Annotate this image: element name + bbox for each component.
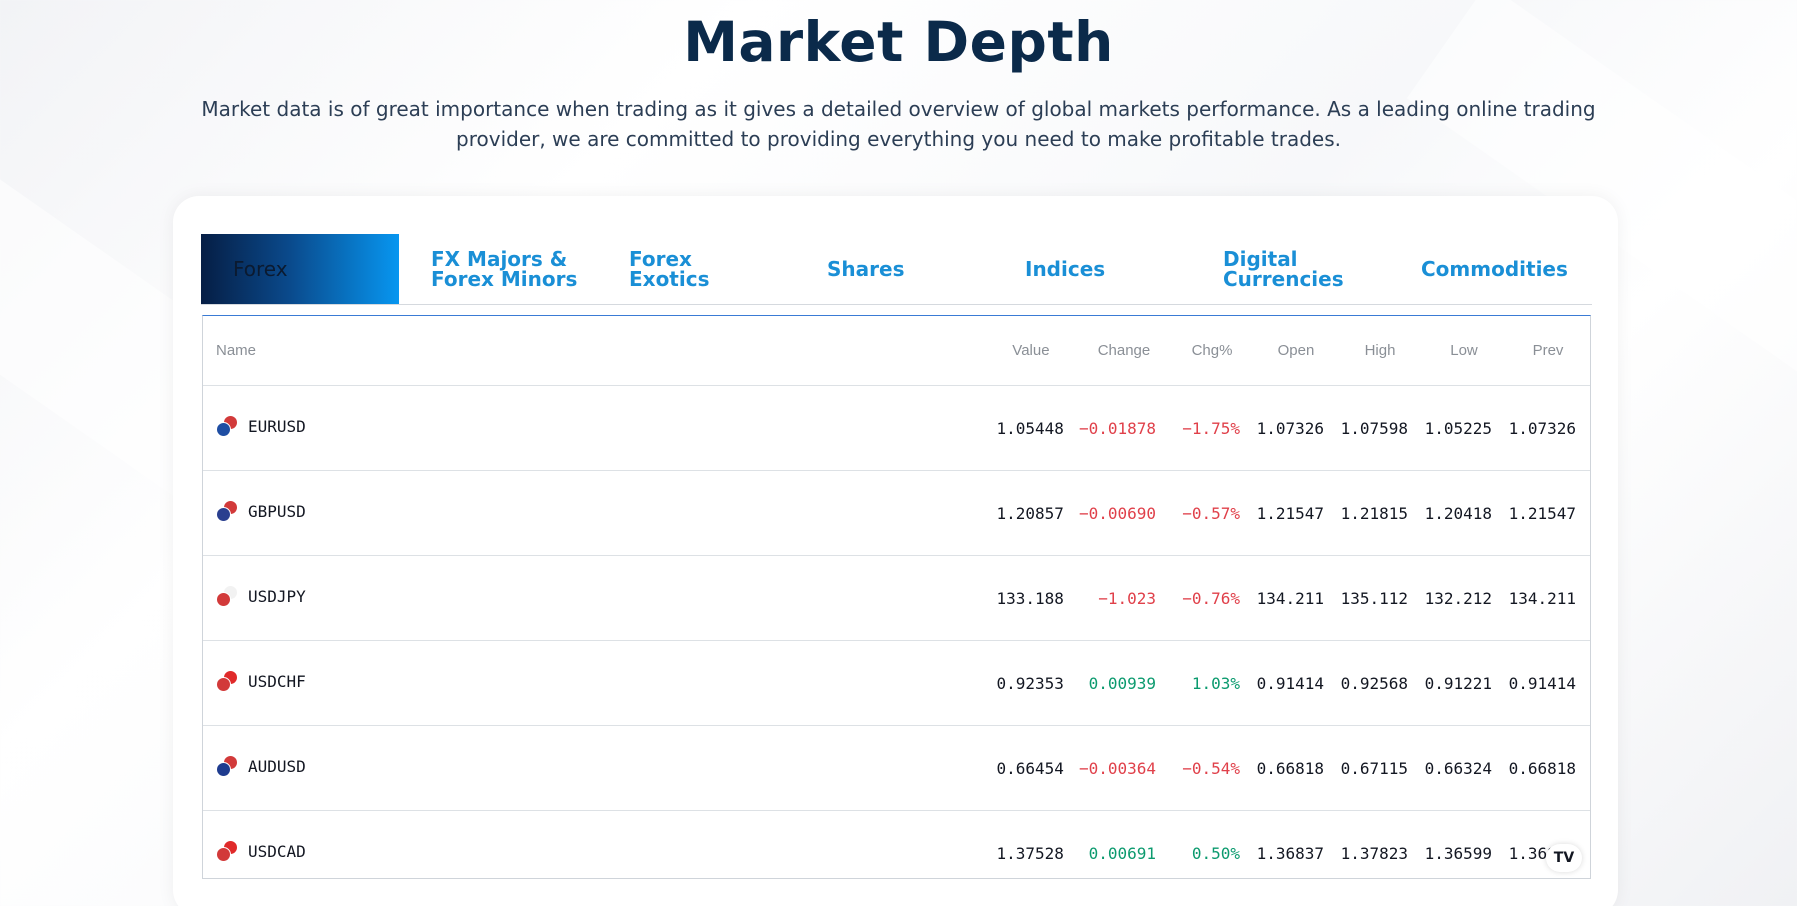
page-description: Market data is of great importance when … xyxy=(201,97,1596,151)
column-value: Value xyxy=(983,316,1078,386)
prev-cell: 134.211 xyxy=(1506,555,1590,641)
currency-flag-icon xyxy=(216,415,238,437)
tab-commodities[interactable]: Commodities xyxy=(1421,257,1568,281)
chg-pct-cell: −0.54% xyxy=(1170,725,1254,811)
prev-cell: 1.21547 xyxy=(1506,470,1590,556)
change-cell: −0.00364 xyxy=(1077,725,1170,811)
symbol-cell: USDCHF xyxy=(203,640,984,726)
table-row[interactable]: USDCHF 0.92353 0.00939 1.03% 0.91414 0.92568 0… xyxy=(203,640,1590,726)
chg-pct-cell: −1.75% xyxy=(1170,385,1254,471)
prev-cell: 0.66818 xyxy=(1506,725,1590,811)
quotes-table: Name Value Change Chg% Open High Low Prev EURUS… xyxy=(203,316,1590,895)
market-tabs: Forex FX Majors & Forex Minors Forex Exoti… xyxy=(201,234,1592,305)
tab-indices[interactable]: Indices xyxy=(1025,257,1106,281)
low-cell: 0.91221 xyxy=(1422,640,1506,726)
high-cell: 0.92568 xyxy=(1338,640,1422,726)
high-cell: 1.37823 xyxy=(1340,843,1408,863)
chg-pct-cell: −0.76% xyxy=(1170,555,1254,641)
low-cell: 0.66324 xyxy=(1422,725,1506,811)
tab-forex[interactable]: Forex xyxy=(201,234,399,304)
table-header-row: Name Value Change Chg% Open High Low Prev xyxy=(203,316,1590,386)
chg-pct-cell: −0.57% xyxy=(1170,470,1254,556)
column-prev: Prev xyxy=(1506,316,1590,386)
change-cell: −0.01878 xyxy=(1077,385,1170,471)
quotes-widget: Name Value Change Chg% Open High Low Prev EURUS… xyxy=(202,315,1591,879)
symbol-link[interactable]: GBPUSD xyxy=(216,500,306,522)
open-cell: 0.66818 xyxy=(1254,725,1338,811)
symbol-label: USDCAD xyxy=(248,841,306,861)
open-cell: 0.91414 xyxy=(1254,640,1338,726)
symbol-link[interactable]: USDJPY xyxy=(216,585,306,607)
value-cell: 133.188 xyxy=(983,555,1078,641)
table-row[interactable]: USDJPY 133.188 −1.023 −0.76% 134.211 135.112 1… xyxy=(203,555,1590,641)
prev-cell: 1.07326 xyxy=(1506,385,1590,471)
symbol-cell: USDJPY xyxy=(203,555,984,641)
open-cell: 1.07326 xyxy=(1254,385,1338,471)
currency-flag-icon xyxy=(216,500,238,522)
low-cell: 1.05225 xyxy=(1422,385,1506,471)
column-high: High xyxy=(1338,316,1422,386)
currency-flag-icon xyxy=(216,670,238,692)
column-low: Low xyxy=(1422,316,1506,386)
value-cell: 1.37528 xyxy=(996,843,1064,863)
currency-flag-icon xyxy=(216,755,238,777)
high-cell: 135.112 xyxy=(1338,555,1422,641)
symbol-label: USDCHF xyxy=(248,671,306,691)
symbol-label: USDJPY xyxy=(248,586,306,606)
symbol-label: GBPUSD xyxy=(248,501,306,521)
high-cell: 1.07598 xyxy=(1338,385,1422,471)
open-cell: 1.21547 xyxy=(1254,470,1338,556)
column-chg-pct: Chg% xyxy=(1170,316,1254,386)
tab-shares[interactable]: Shares xyxy=(827,257,905,281)
change-cell: 0.00691 xyxy=(1088,843,1156,863)
prev-cell: 0.91414 xyxy=(1506,640,1590,726)
page-title: Market Depth xyxy=(683,10,1114,74)
symbol-cell: USDCAD xyxy=(203,811,984,896)
table-row[interactable]: USDCAD 1.37528 0.00691 0.50% 1.36837 1.37823 1… xyxy=(203,811,1590,896)
symbol-link[interactable]: EURUSD xyxy=(216,415,306,437)
value-cell: 1.05448 xyxy=(983,385,1078,471)
table-row[interactable]: GBPUSD 1.20857 −0.00690 −0.57% 1.21547 1.2181… xyxy=(203,470,1590,556)
table-row[interactable]: AUDUSD 0.66454 −0.00364 −0.54% 0.66818 0.6711… xyxy=(203,725,1590,811)
symbol-label: EURUSD xyxy=(248,416,306,436)
column-open: Open xyxy=(1254,316,1338,386)
currency-flag-icon xyxy=(216,585,238,607)
tab-fx-majors-minors[interactable]: FX Majors & Forex Minors xyxy=(431,247,578,291)
symbol-cell: GBPUSD xyxy=(203,470,984,556)
high-cell: 0.67115 xyxy=(1338,725,1422,811)
change-cell: 0.00939 xyxy=(1077,640,1170,726)
value-cell: 1.20857 xyxy=(983,470,1078,556)
value-cell: 0.92353 xyxy=(983,640,1078,726)
symbol-link[interactable]: USDCHF xyxy=(216,670,306,692)
low-cell: 1.20418 xyxy=(1422,470,1506,556)
column-name: Name xyxy=(203,316,984,386)
chg-pct-cell: 0.50% xyxy=(1191,843,1240,863)
high-cell: 1.21815 xyxy=(1338,470,1422,556)
tab-digital-currencies[interactable]: Digital Currencies xyxy=(1223,247,1344,291)
tradingview-logo-icon[interactable]: TV xyxy=(1546,844,1582,872)
change-cell: −1.023 xyxy=(1077,555,1170,641)
symbol-label: AUDUSD xyxy=(248,756,306,776)
symbol-link[interactable]: USDCAD xyxy=(216,840,306,862)
change-cell: −0.00690 xyxy=(1077,470,1170,556)
symbol-cell: AUDUSD xyxy=(203,725,984,811)
low-cell: 1.36599 xyxy=(1424,843,1492,863)
low-cell: 132.212 xyxy=(1422,555,1506,641)
open-cell: 134.211 xyxy=(1254,555,1338,641)
tab-forex-exotics[interactable]: Forex Exotics xyxy=(629,247,710,291)
open-cell: 1.36837 xyxy=(1256,843,1324,863)
symbol-cell: EURUSD xyxy=(203,385,984,471)
symbol-link[interactable]: AUDUSD xyxy=(216,755,306,777)
table-row[interactable]: EURUSD 1.05448 −0.01878 −1.75% 1.07326 1.0759… xyxy=(203,385,1590,471)
value-cell: 0.66454 xyxy=(983,725,1078,811)
chg-pct-cell: 1.03% xyxy=(1170,640,1254,726)
currency-flag-icon xyxy=(216,840,238,862)
column-change: Change xyxy=(1077,316,1170,386)
